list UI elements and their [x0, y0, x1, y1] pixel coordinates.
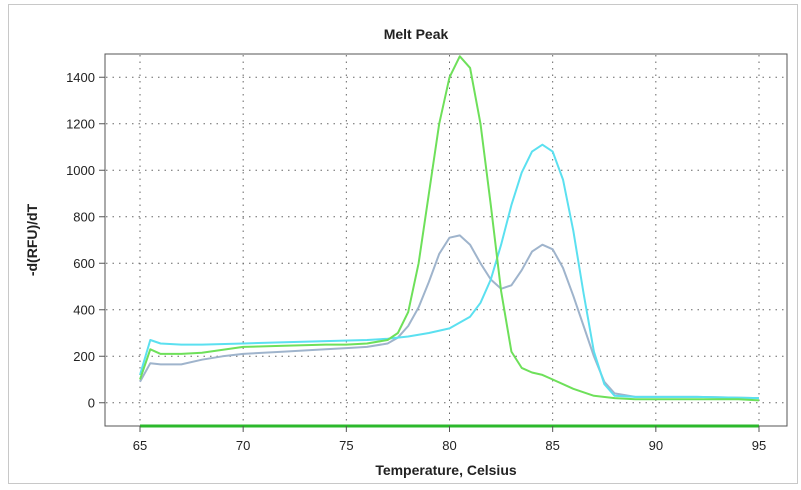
y-tick-label: 400: [73, 302, 95, 317]
x-tick-label: 65: [133, 438, 147, 453]
x-tick-label: 75: [339, 438, 353, 453]
x-tick-label: 95: [752, 438, 766, 453]
plot-area: [104, 53, 788, 427]
chart-frame: Melt Peak 65 70 75 80 85 90 95 0 200 400 600 800 100…: [8, 4, 798, 484]
x-tick-label: 85: [545, 438, 559, 453]
x-tick-label: 90: [649, 438, 663, 453]
y-tick-label: 600: [73, 256, 95, 271]
y-axis-title: -d(RFU)/dT: [24, 203, 40, 276]
series-line-3: [139, 55, 760, 402]
x-tick-label: 70: [236, 438, 250, 453]
chart-title: Melt Peak: [384, 26, 449, 42]
series-line-2: [139, 143, 760, 400]
melt-peak-chart: Melt Peak 65 70 75 80 85 90 95 0 200 400 600 800 100…: [24, 26, 788, 478]
axis-ticks: 65 70 75 80 85 90 95 0 200 400 600 800 1000 1200 1400: [66, 70, 766, 453]
y-tick-label: 200: [73, 349, 95, 364]
y-tick-label: 0: [88, 395, 95, 410]
y-tick-label: 800: [73, 209, 95, 224]
y-tick-label: 1000: [66, 163, 95, 178]
x-axis-title: Temperature, Celsius: [375, 462, 517, 478]
y-tick-label: 1400: [66, 70, 95, 85]
grid-lines: [106, 55, 786, 425]
y-tick-label: 1200: [66, 116, 95, 131]
series-line-1: [139, 234, 760, 400]
x-tick-label: 80: [442, 438, 456, 453]
